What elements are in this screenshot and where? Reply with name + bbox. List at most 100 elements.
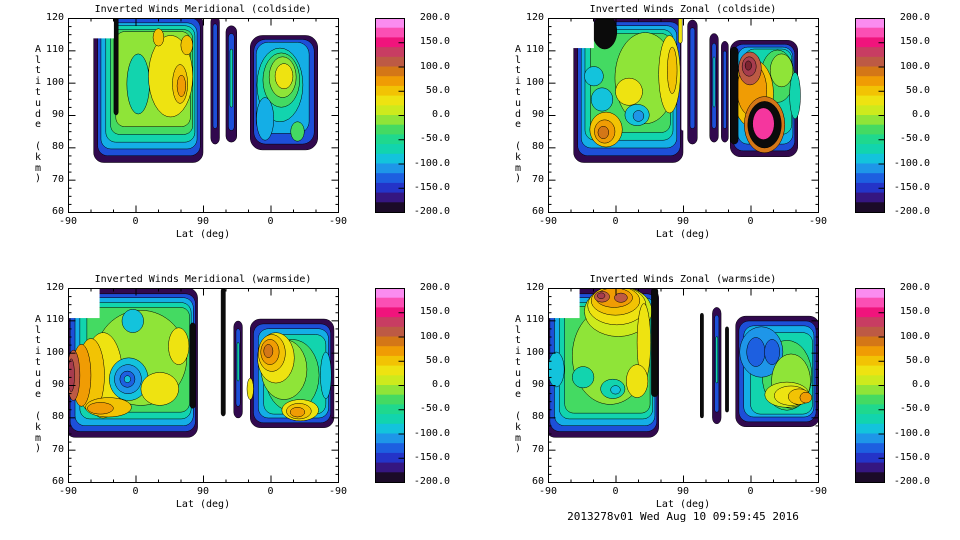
colorbar-band xyxy=(855,95,884,106)
y-axis-label-char: t xyxy=(34,65,42,77)
y-axis-label-char: e xyxy=(34,389,42,401)
y-axis-label-char: m xyxy=(514,162,522,174)
y-axis-label-char: i xyxy=(34,76,42,88)
x-tick-label: 0 xyxy=(132,216,139,227)
x-tick-label: -90 xyxy=(538,486,558,497)
contour-field xyxy=(89,18,318,163)
y-axis-label-char: d xyxy=(514,108,522,120)
colorbar-band xyxy=(375,346,404,357)
colorbar-band xyxy=(375,47,404,58)
contour-band xyxy=(236,342,240,382)
colorbar-tick-label: 100.0 xyxy=(419,330,450,342)
contour-band xyxy=(68,288,100,319)
contour-band xyxy=(752,107,775,140)
y-tick-label: 90 xyxy=(531,379,544,390)
colorbar-band xyxy=(855,47,884,58)
contour-band xyxy=(681,18,685,131)
contour-band xyxy=(220,288,226,417)
colorbar-band xyxy=(375,173,404,184)
y-tick-label: 120 xyxy=(45,282,64,293)
y-axis-label-char: l xyxy=(34,54,42,66)
colorbar-tick-label: -100.0 xyxy=(413,427,450,439)
y-tick-label: 90 xyxy=(51,109,64,120)
y-tick-label: 70 xyxy=(531,443,544,455)
colorbar-tick-label: 150.0 xyxy=(419,306,450,318)
colorbar-band xyxy=(375,144,404,155)
colorbar-band xyxy=(855,66,884,77)
colorbar-band xyxy=(375,355,404,366)
colorbar-band xyxy=(855,37,884,48)
colorbar-band xyxy=(375,288,404,299)
contour-band xyxy=(263,344,274,358)
y-tick-label: 80 xyxy=(531,411,544,423)
contour-band xyxy=(176,74,186,97)
colorbar-tick-label: -50.0 xyxy=(419,403,450,415)
contour-band xyxy=(651,288,659,397)
y-axis-label-char: A xyxy=(34,313,42,325)
contour-band xyxy=(725,326,729,413)
y-tick-label: 70 xyxy=(51,443,64,455)
colorbar-band xyxy=(375,182,404,193)
colorbar-band xyxy=(855,452,884,463)
contour-band xyxy=(799,391,813,404)
contour-band xyxy=(140,372,179,406)
colorbar-band xyxy=(855,443,884,454)
x-axis-label: Lat (deg) xyxy=(655,229,711,240)
y-axis-label-char: u xyxy=(34,97,42,109)
colorbar-tick-label: 150.0 xyxy=(419,36,450,48)
contour-field xyxy=(548,288,818,438)
contour-band xyxy=(626,364,649,398)
colorbar-band xyxy=(855,355,884,366)
colorbar-band xyxy=(855,124,884,135)
y-axis-label-char: k xyxy=(514,151,522,163)
contour-plot xyxy=(68,288,405,483)
contour-field xyxy=(566,18,801,163)
y-tick-label: 70 xyxy=(531,173,544,185)
contour-band xyxy=(320,351,332,399)
y-axis-label-char: ) xyxy=(34,443,42,455)
colorbar-band xyxy=(375,433,404,444)
contour-band xyxy=(769,53,794,88)
contour-band xyxy=(246,377,254,400)
y-axis-label-char: i xyxy=(34,346,42,358)
colorbar-tick-label: -150.0 xyxy=(413,181,450,193)
colorbar-tick-label: -150.0 xyxy=(893,181,930,193)
colorbar-tick-label: 100.0 xyxy=(899,60,930,72)
y-tick-label: 110 xyxy=(45,44,64,56)
colorbar-band xyxy=(375,462,404,473)
contour-band xyxy=(590,87,614,112)
y-axis-label-char: A xyxy=(34,43,42,55)
colorbar-band xyxy=(855,326,884,337)
colorbar-band xyxy=(375,153,404,164)
contour-band xyxy=(572,366,595,389)
y-axis-label-char: e xyxy=(514,119,522,131)
colorbar-band xyxy=(855,288,884,299)
colorbar-tick-label: -100.0 xyxy=(893,427,930,439)
contour-band xyxy=(610,385,621,395)
colorbar-band xyxy=(375,163,404,174)
contour-band xyxy=(189,322,196,409)
contour-plot xyxy=(548,18,885,213)
colorbar-tick-label: 150.0 xyxy=(899,306,930,318)
y-tick-label: 60 xyxy=(51,476,64,487)
colorbar-band xyxy=(375,95,404,106)
plot-title: Inverted Winds Zonal (coldside) xyxy=(589,4,777,15)
x-tick-label: 90 xyxy=(676,216,690,227)
colorbar-tick-label: 50.0 xyxy=(425,354,450,366)
contour-band xyxy=(548,288,580,319)
colorbar-band xyxy=(855,202,884,213)
y-axis-label-char: ) xyxy=(514,173,522,185)
colorbar-band xyxy=(375,404,404,415)
colorbar-band xyxy=(855,365,884,376)
y-tick-label: 60 xyxy=(51,206,64,217)
x-tick-label: 0 xyxy=(612,486,619,497)
contour-band xyxy=(746,337,766,367)
contour-band xyxy=(597,292,606,299)
colorbar-band xyxy=(855,85,884,96)
colorbar-band xyxy=(375,297,404,308)
colorbar-band xyxy=(855,423,884,434)
colorbar-band xyxy=(855,153,884,164)
y-axis-label-char: A xyxy=(514,43,522,55)
colorbar-tick-label: -200.0 xyxy=(413,476,450,487)
colorbar-band xyxy=(855,433,884,444)
